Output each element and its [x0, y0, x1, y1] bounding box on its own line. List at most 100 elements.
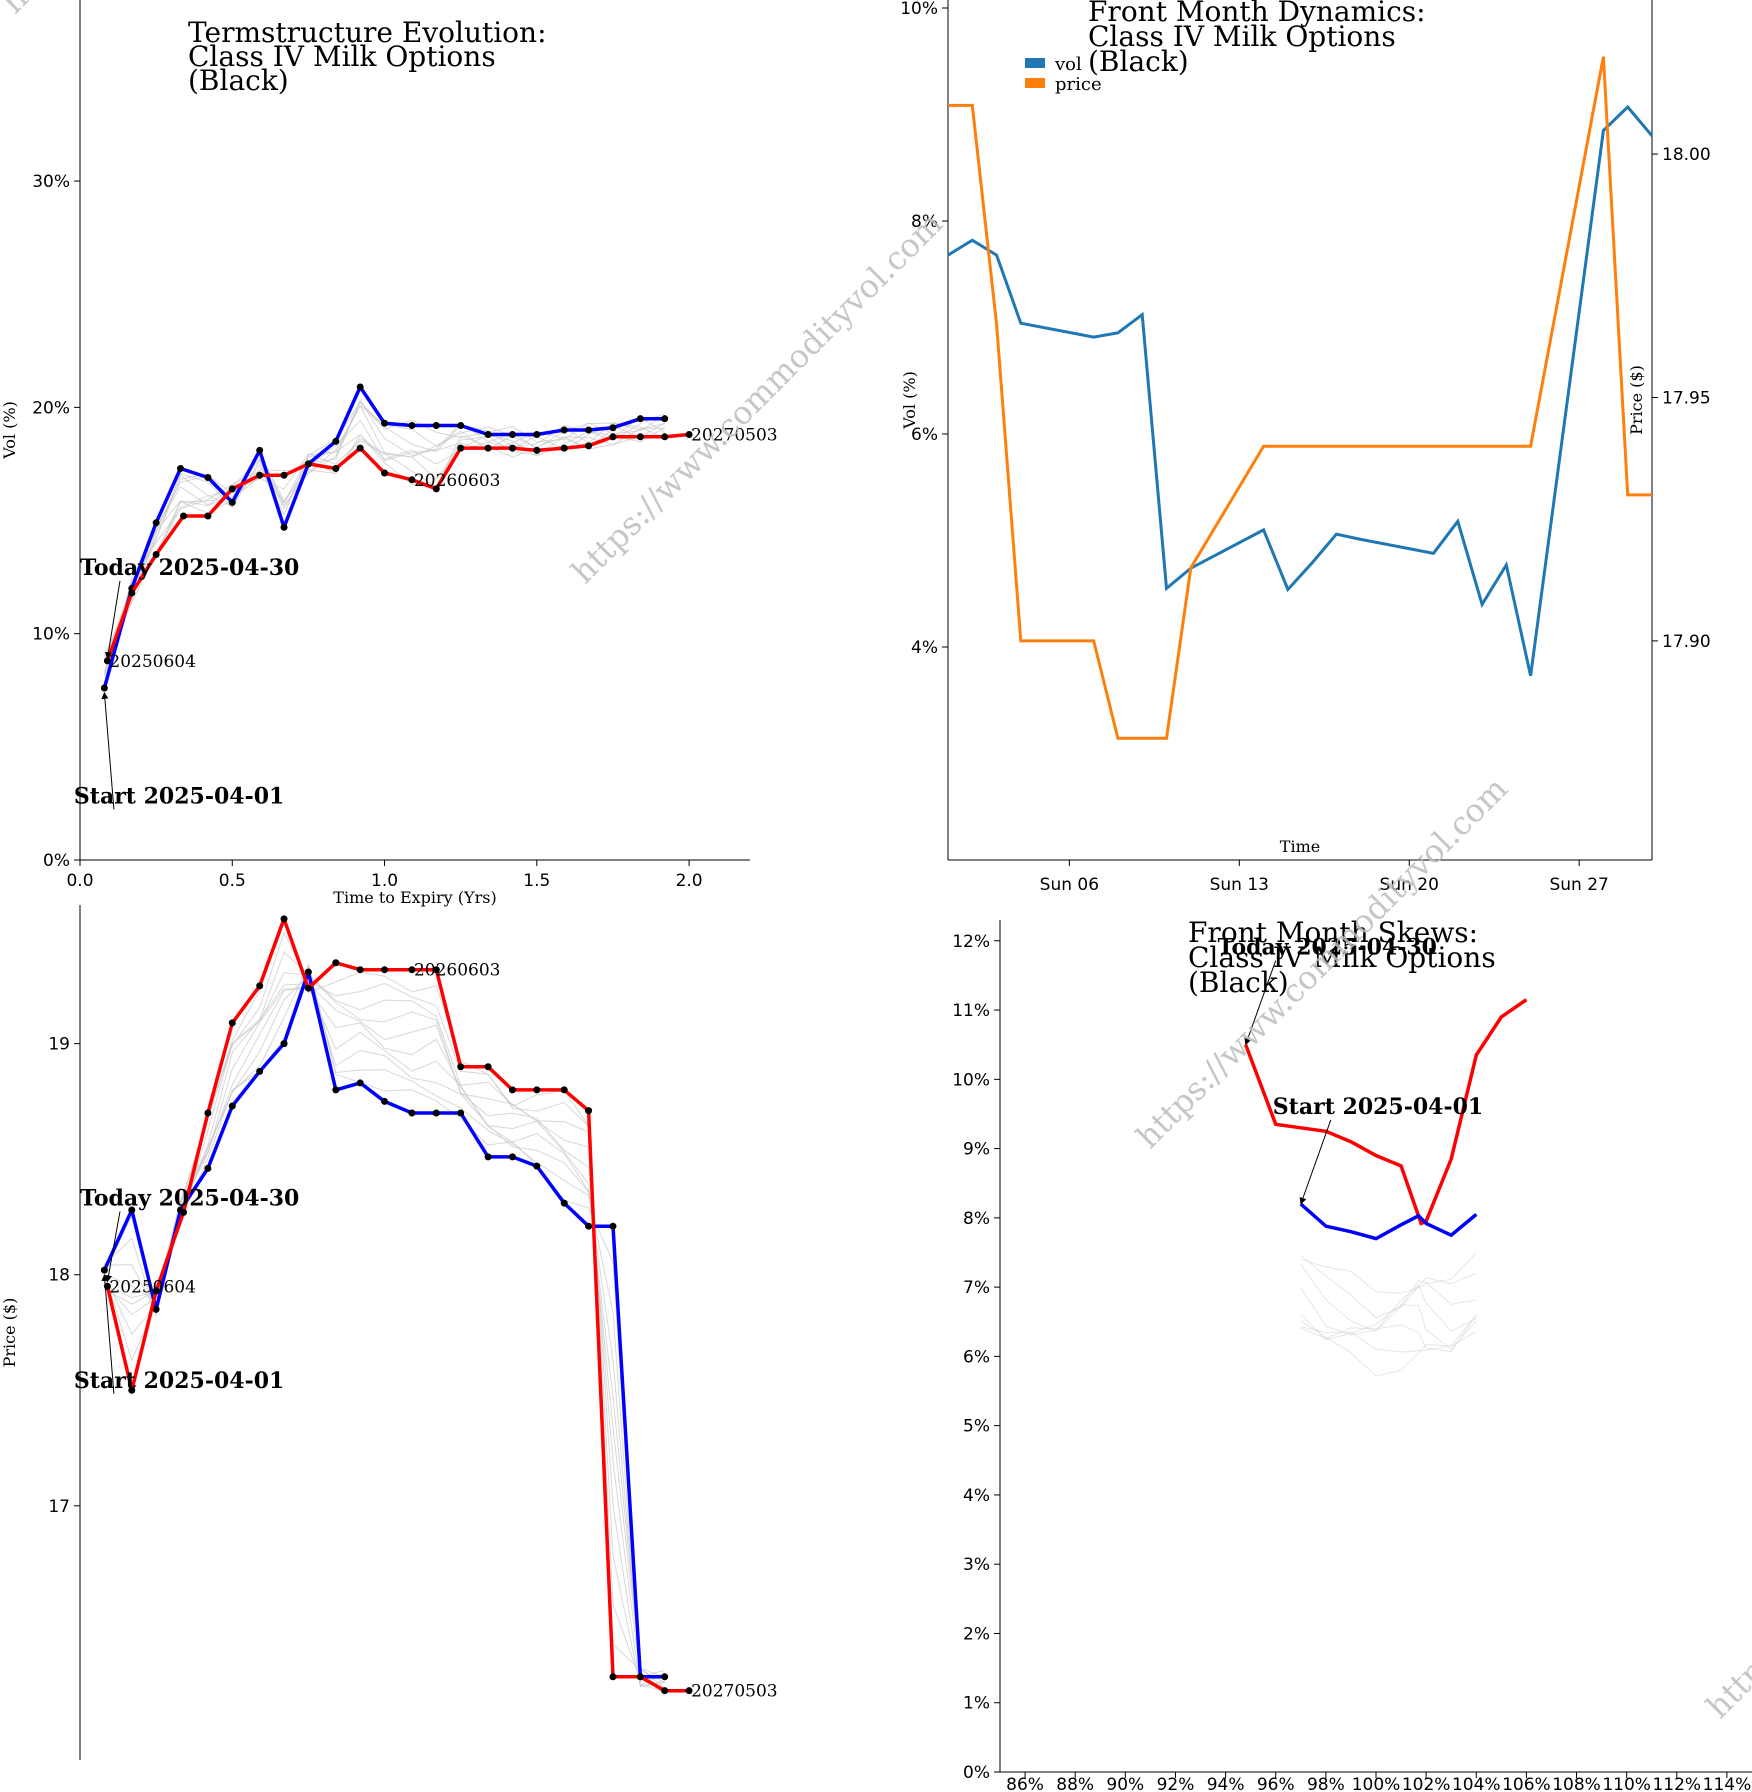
ts-vol-data-point [661, 415, 669, 423]
skew-x-tick-label: 112% [1652, 1775, 1701, 1792]
ts-price-history-line [103, 931, 665, 1681]
dyn-x-tick-label: Sun 06 [1040, 875, 1099, 895]
dyn-y-tick-label: 10% [900, 0, 938, 19]
ts-vol-y-axis-label: Vol (%) [0, 401, 19, 460]
ts-price-history-line [103, 951, 665, 1688]
ts-vol-data-point [332, 464, 340, 472]
skew-x-tick-label: 100% [1352, 1775, 1401, 1792]
ts-price-data-point [304, 984, 312, 992]
ts-price-data-point [508, 1086, 516, 1094]
ts-price-data-point [609, 1673, 617, 1681]
ts-vol-title-line: Termstructure Evolution: [188, 16, 547, 49]
ts-vol-data-point [381, 419, 389, 427]
ts-price-data-point [128, 1206, 136, 1214]
ts-price-expiry-label: 20250604 [109, 1277, 196, 1297]
ts-price-history-line [104, 982, 666, 1695]
ts-price-history-line [103, 919, 665, 1684]
ts-vol-y-tick-label: 20% [32, 398, 70, 418]
ts-price-history-line [104, 972, 665, 1692]
ts-price-data-point [560, 1199, 568, 1207]
ts-vol-data-point [508, 444, 516, 452]
ts-vol-data-point [457, 444, 465, 452]
ts-price-annotation-label: Start 2025-04-01 [74, 1368, 284, 1394]
ts-price-data-point [304, 968, 312, 976]
skew-history-line [1300, 1264, 1477, 1332]
ts-price-data-point [152, 1287, 160, 1295]
ts-price-history-line [104, 988, 666, 1689]
ts-price-data-point [609, 1222, 617, 1230]
ts-vol-history-line [103, 427, 665, 660]
skew-history-line [1300, 1320, 1477, 1377]
skew-history-line [1300, 1314, 1477, 1353]
ts-price-data-point [128, 1386, 136, 1394]
ts-price-data-point [256, 982, 264, 990]
ts-price-data-point [228, 1019, 236, 1027]
skew-x-tick-label: 92% [1157, 1775, 1195, 1792]
ts-vol-history-line [103, 405, 665, 684]
skew-x-tick-label: 94% [1207, 1775, 1245, 1792]
ts-vol-title-line: (Black) [188, 64, 289, 97]
ts-vol-data-point [204, 512, 212, 520]
ts-vol-data-point [356, 444, 364, 452]
dyn-x-tick-label: Sun 13 [1210, 875, 1269, 895]
dyn-y2-axis-label: Price ($) [1627, 365, 1646, 435]
ts-vol-data-point [332, 437, 340, 445]
dyn-series-price [948, 56, 1652, 740]
ts-price-data-point [381, 966, 389, 974]
dyn-legend-label: vol [1054, 54, 1082, 75]
dyn-title-line: Front Month Dynamics: [1088, 0, 1426, 28]
dyn-y2-tick-label: 17.95 [1662, 388, 1711, 408]
ts-vol-x-tick-label: 0.0 [66, 871, 93, 891]
watermark-text: https://www.commodityvol.com [564, 204, 950, 590]
skew-y-tick-label: 11% [952, 1001, 990, 1021]
skew-history-line [1300, 1252, 1477, 1294]
ts-price-data-point [280, 1040, 288, 1048]
dyn-x-axis-label: Time [1280, 837, 1320, 856]
ts-vol-data-point [228, 485, 236, 493]
ts-vol-data-point [533, 446, 541, 454]
dyn-y2-tick-label: 17.90 [1662, 632, 1711, 652]
skew-x-tick-label: 102% [1402, 1775, 1451, 1792]
ts-price-history-line [104, 964, 665, 1687]
ts-vol-data-point [280, 471, 288, 479]
ts-vol-annotation-label: Start 2025-04-01 [74, 783, 284, 809]
watermark-text: https://www.commodityvol.com [1699, 1339, 1752, 1725]
termstructure-vol-chart: 0% 10% 20% 30% 0.0 0.5 1.0 1.5 2.0 Time to Expiry… [0, 0, 778, 907]
skew-history-line [1300, 1314, 1477, 1353]
ts-price-history-line [104, 974, 665, 1678]
ts-vol-data-point [661, 433, 669, 441]
skew-y-tick-label: 6% [963, 1347, 990, 1367]
dyn-x-tick-label: Sun 20 [1380, 875, 1439, 895]
ts-price-data-point [381, 1097, 389, 1105]
ts-vol-series-line [102, 385, 665, 689]
skew-y-tick-label: 9% [963, 1140, 990, 1160]
ts-vol-history-line [103, 398, 665, 677]
ts-price-annotation-label: Today 2025-04-30 [80, 1185, 299, 1211]
ts-price-annotation-arrow [101, 1274, 115, 1394]
ts-price-data-point [228, 1102, 236, 1110]
ts-vol-data-point [432, 485, 440, 493]
ts-price-y-tick-label: 18 [48, 1266, 70, 1286]
ts-price-y-tick-label: 19 [48, 1035, 70, 1055]
dyn-x-tick-label: Sun 27 [1549, 875, 1608, 895]
ts-vol-data-point [408, 421, 416, 429]
skew-y-tick-label: 8% [963, 1209, 990, 1229]
skew-y-tick-label: 4% [963, 1486, 990, 1506]
ts-vol-data-point [484, 444, 492, 452]
dyn-title-line: (Black) [1088, 45, 1189, 78]
ts-vol-data-point [560, 444, 568, 452]
ts-price-data-point [408, 1109, 416, 1117]
ts-vol-data-point [304, 460, 312, 468]
ts-vol-data-point [100, 684, 108, 692]
ts-vol-data-point [152, 519, 160, 527]
ts-vol-x-tick-label: 1.0 [371, 871, 398, 891]
ts-vol-data-point [228, 498, 236, 506]
skew-x-tick-label: 86% [1006, 1775, 1044, 1792]
termstructure-price-chart: 17 18 19 Price ($) 20250604 20260603 20270503 T… [0, 905, 778, 1760]
ts-price-series-line [102, 970, 665, 1679]
skew-history-line [1300, 1284, 1477, 1336]
ts-price-data-point [636, 1673, 644, 1681]
ts-price-data-point [457, 1063, 465, 1071]
skew-x-tick-label: 90% [1106, 1775, 1144, 1792]
